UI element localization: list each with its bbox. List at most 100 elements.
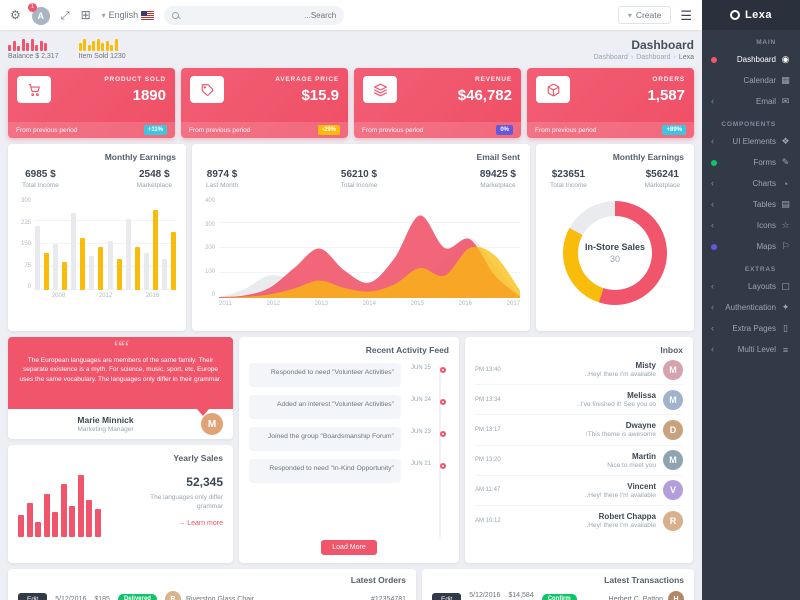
monthly-earnings-bar-chart [35,198,176,290]
menu-toggle-icon[interactable] [680,9,692,22]
lock-icon: ✦ [781,302,790,312]
create-button[interactable]: Create [617,6,672,24]
donut-chart: In-Store Sales 30 [563,201,667,305]
logo-icon [729,10,740,20]
chevron-down-icon [102,10,106,20]
x-axis: 2011 2012 2013 2014 2015 2016 2017 [219,301,520,307]
stat-value: 1890 [132,87,166,104]
item-sold-label: Item Sold 1230 [78,53,126,60]
chevron-left-icon [711,200,714,209]
sidebar-section-components: COMPONENTS [721,121,776,128]
palette-icon: ❖ [781,136,790,146]
speech-tail [197,409,209,416]
latest-transactions-card: Latest Transactions Edit 5/12/2016 Date … [422,569,694,600]
sidebar-item-maps[interactable]: Maps ⚐ [702,236,800,257]
chevron-left-icon [711,97,714,106]
fullscreen-icon[interactable] [61,9,70,22]
testimonial-text: The European languages are members of th… [19,357,222,383]
us-flag-icon [141,10,155,20]
layers-icon [363,76,397,103]
language-selector[interactable]: English [102,10,155,20]
user-avatar[interactable]: A 1 [27,2,50,25]
stat-value: $15.9 [301,87,339,104]
status-badge: Confirm [541,594,577,600]
sidebar-item-charts[interactable]: Charts ◔ [702,173,800,194]
donut-center: In-Store Sales 30 [578,216,652,290]
activity-item: Added an interest "Volunteer Activities"… [249,395,446,419]
avatar: V [663,480,683,501]
learn-more-link[interactable]: → Learn more [178,519,223,527]
inbox-message[interactable]: PM 13:20 Martin Nice to meet you M [475,446,683,476]
star-icon: ☆ [781,220,790,230]
yearly-sales-note: The languages only differ grammar [150,494,223,511]
tag-icon [190,76,224,103]
sidebar-item-layouts[interactable]: Layouts ▢ [702,276,800,297]
inbox-message[interactable]: PM 13:40 Misty ..Hey! there I'm available… [475,355,683,386]
edit-button[interactable]: Edit [18,592,48,600]
activity-item: Responded to need "In-Kind Opportunity" … [249,459,446,483]
badge-dot [711,56,717,63]
breadcrumb-item[interactable]: Dashboard [628,54,671,61]
sidebar-item-forms[interactable]: Forms ✎ [702,152,800,173]
timeline-dot [440,463,446,469]
brand-name: Lexa [744,9,773,21]
timeline-dot [440,367,446,373]
badge-dot [711,243,717,250]
chevron-left-icon [711,179,714,188]
main-content: Balance $ 2,317 Item Sold 1230 Dashboard… [0,30,702,600]
breadcrumb-item[interactable]: Dashboard [593,54,628,61]
monthly-earnings-donut-card: Monthly Earnings $23651 Total Income $562… [536,144,694,331]
sidebar-item-multi-level[interactable]: Multi Level ≡ [702,339,800,360]
apps-grid-icon[interactable] [81,9,91,21]
sidebar-section-extras: EXTRAS [744,266,776,273]
yearly-sales-value: 52,345 [186,475,223,489]
stat-card-product-sold: PRODUCT SOLD 1890 From previous period +… [8,68,175,138]
stat-value: $46,782 [457,87,512,104]
sidebar-item-email[interactable]: Email ✉ [702,91,800,112]
sidebar-item-icons[interactable]: Icons ☆ [702,215,800,236]
search-input[interactable] [184,10,337,20]
brand-logo[interactable]: Lexa [702,0,800,30]
cart-icon [17,76,51,103]
chevron-left-icon [711,282,714,291]
transaction-user: Herbert C. Patton H [609,591,684,600]
balance-label: Balance $ 2,317 [8,53,59,60]
trend-badge: 0% [496,125,513,135]
inbox-message[interactable]: AM 11:47 Vincent ..Hey! there I'm availab… [475,476,683,506]
load-more-button[interactable]: Load More [321,540,377,555]
sidebar-item-ui-elements[interactable]: UI Elements ❖ [702,131,800,152]
page-icon: ▯ [783,323,788,333]
yearly-sales-card: Yearly Sales 52,345 The languages only d… [8,445,233,563]
chevron-down-icon [628,10,632,20]
sidebar: Lexa MAIN Dashboard ◉ Calendar ▦ Email ✉… [702,0,800,600]
chevron-left-icon [711,345,714,354]
inbox-message[interactable]: AM 10:12 Robert Chappa ..Hey! there I'm a… [475,506,683,535]
sidebar-item-calendar[interactable]: Calendar ▦ [743,75,790,85]
inbox-message[interactable]: PM 13:34 Melissa ..I've finished it! See … [475,385,683,416]
timeline-dot [440,399,446,405]
transaction-amount: $14,584 Amount [508,592,534,599]
sidebar-item-tables[interactable]: Tables ▤ [702,194,800,215]
transaction-row: Edit 5/12/2016 Date $14,584 Amount Confi… [432,591,684,600]
page-title: Dashboard [631,38,694,52]
cube-icon [536,76,570,103]
sidebar-item-extra-pages[interactable]: Extra Pages ▯ [702,318,800,339]
sidebar-item-authentication[interactable]: Authentication ✦ [702,297,800,318]
activity-item: Joined the group "Boardsmanship Forum" J… [249,427,446,451]
avatar: D [663,419,683,440]
avatar: R [663,510,683,531]
list-icon: ≡ [782,344,789,355]
product-avatar: R [164,591,181,600]
order-price: $185 [94,595,110,600]
testimonial-role: Marketing Manager [77,426,134,433]
email-sent-area-chart [219,198,520,298]
layout-icon: ▢ [781,281,790,291]
edit-button[interactable]: Edit [432,592,462,600]
sidebar-item-dashboard[interactable]: Dashboard ◉ [702,49,800,70]
inbox-message[interactable]: PM 13:17 Dwayne !This theme is awesome D [475,415,683,446]
x-axis: 2008 2012 2016 [51,293,160,299]
chevron-left-icon [711,324,714,333]
search-icon [172,11,180,19]
activity-timeline: Responded to need "Volunteer Activities"… [249,363,449,540]
settings-gear-icon[interactable] [10,9,21,21]
